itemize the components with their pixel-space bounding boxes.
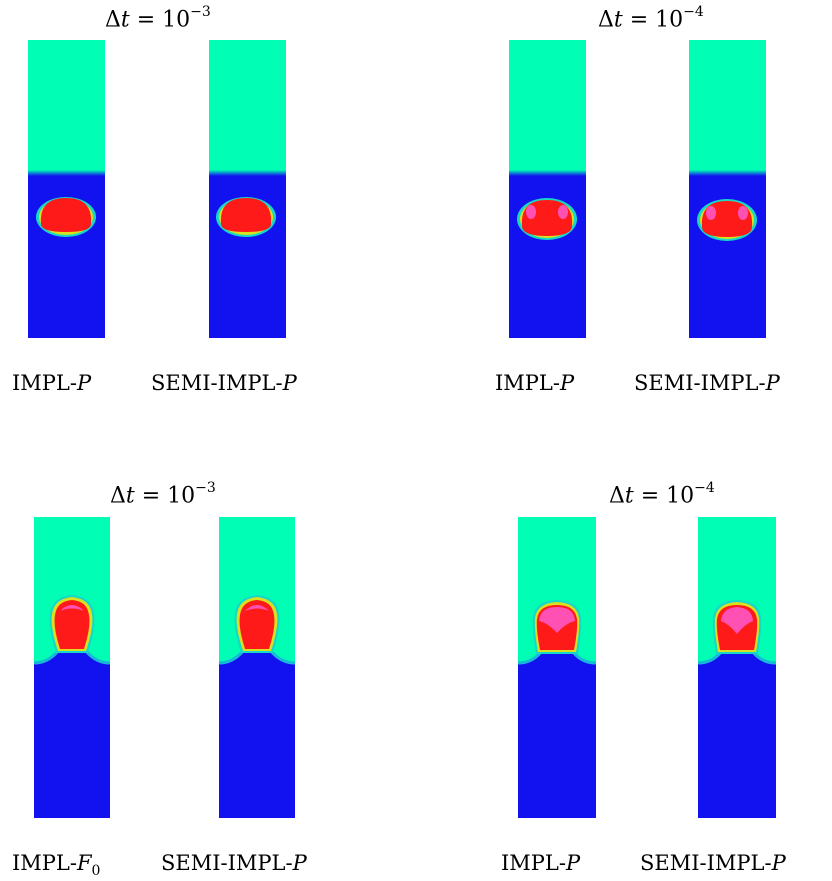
panel-1-title: Δt = 10−3 [105, 4, 211, 33]
panel-1-title-var: t [120, 7, 130, 33]
panel-1-sim-semi [209, 40, 286, 338]
panel-1-label-impl: IMPL-P [12, 371, 91, 395]
label-var: P [292, 851, 307, 875]
upper-fluid-region [689, 40, 766, 172]
fluid-interface [209, 170, 286, 176]
fluid-interface [509, 170, 586, 176]
panel-2-sim-impl [509, 40, 586, 338]
panel-4-sim-semi [698, 517, 776, 818]
bubble-highlight-right [558, 205, 568, 219]
label-var: F [76, 851, 92, 875]
panel-3-label-semi: SEMI-IMPL-P [161, 851, 307, 875]
bubble-highlight [60, 605, 84, 611]
panel-3-title-exp: −3 [195, 480, 216, 496]
panel-4-title: Δt = 10−4 [609, 480, 715, 509]
bubble-highlight [539, 607, 575, 633]
bubble-body [220, 198, 272, 232]
bubble-highlight-left [526, 205, 536, 219]
panel-4-label-semi: SEMI-IMPL-P [640, 851, 786, 875]
panel-4-title-var: t [624, 483, 634, 509]
fluid-interface [689, 170, 766, 176]
panel-4-title-exp: −4 [694, 480, 715, 496]
bubble-highlight [245, 605, 269, 611]
panel-2-title-delta: Δ [598, 7, 614, 33]
bubble-highlight-left [706, 206, 716, 220]
bubble-body [40, 198, 92, 232]
bubble-highlight-right [738, 206, 748, 220]
label-sub: 0 [91, 863, 101, 880]
label-text: IMPL- [12, 851, 77, 875]
label-text: SEMI-IMPL- [634, 371, 766, 395]
label-var: P [565, 851, 581, 875]
panel-4-label-impl: IMPL-P [501, 851, 580, 875]
panel-2-title-exp: −4 [683, 4, 704, 20]
panel-1-title-eq: = 10 [129, 7, 191, 33]
label-var: P [771, 851, 786, 875]
panel-3-sim-semi [219, 517, 295, 818]
panel-2-label-semi: SEMI-IMPL-P [634, 371, 780, 395]
upper-fluid-region [209, 40, 286, 172]
upper-fluid-region [28, 40, 105, 172]
bubble-body [54, 600, 90, 649]
panel-2-title-eq: = 10 [622, 7, 684, 33]
label-text: IMPL- [501, 851, 566, 875]
label-text: SEMI-IMPL- [161, 851, 293, 875]
label-text: IMPL- [12, 371, 77, 395]
panel-3-title-var: t [125, 483, 135, 509]
panel-3-title: Δt = 10−3 [110, 480, 216, 509]
panel-3-label-impl: IMPL-F0 [12, 851, 100, 879]
panel-2-title: Δt = 10−4 [598, 4, 704, 33]
label-var: P [282, 371, 297, 395]
label-text: SEMI-IMPL- [151, 371, 283, 395]
label-text: IMPL- [495, 371, 560, 395]
panel-3-title-eq: = 10 [134, 483, 196, 509]
panel-2-sim-semi [689, 40, 766, 338]
panel-1-sim-impl [28, 40, 105, 338]
label-var: P [76, 371, 92, 395]
panel-1-title-delta: Δ [105, 7, 121, 33]
panel-4-sim-impl [518, 517, 596, 818]
fluid-interface [28, 170, 105, 176]
panel-2-label-impl: IMPL-P [495, 371, 574, 395]
panel-2-title-var: t [613, 7, 623, 33]
upper-fluid-region [509, 40, 586, 172]
panel-4-title-delta: Δ [609, 483, 625, 509]
bubble-body [239, 600, 275, 649]
panel-3-title-delta: Δ [110, 483, 126, 509]
panel-1-label-semi: SEMI-IMPL-P [151, 371, 297, 395]
label-var: P [559, 371, 575, 395]
panel-4-title-eq: = 10 [633, 483, 695, 509]
label-text: SEMI-IMPL- [640, 851, 772, 875]
panel-1-title-exp: −3 [190, 4, 211, 20]
panel-3-sim-impl [34, 517, 110, 818]
label-var: P [765, 371, 780, 395]
bubble-highlight [721, 607, 753, 634]
